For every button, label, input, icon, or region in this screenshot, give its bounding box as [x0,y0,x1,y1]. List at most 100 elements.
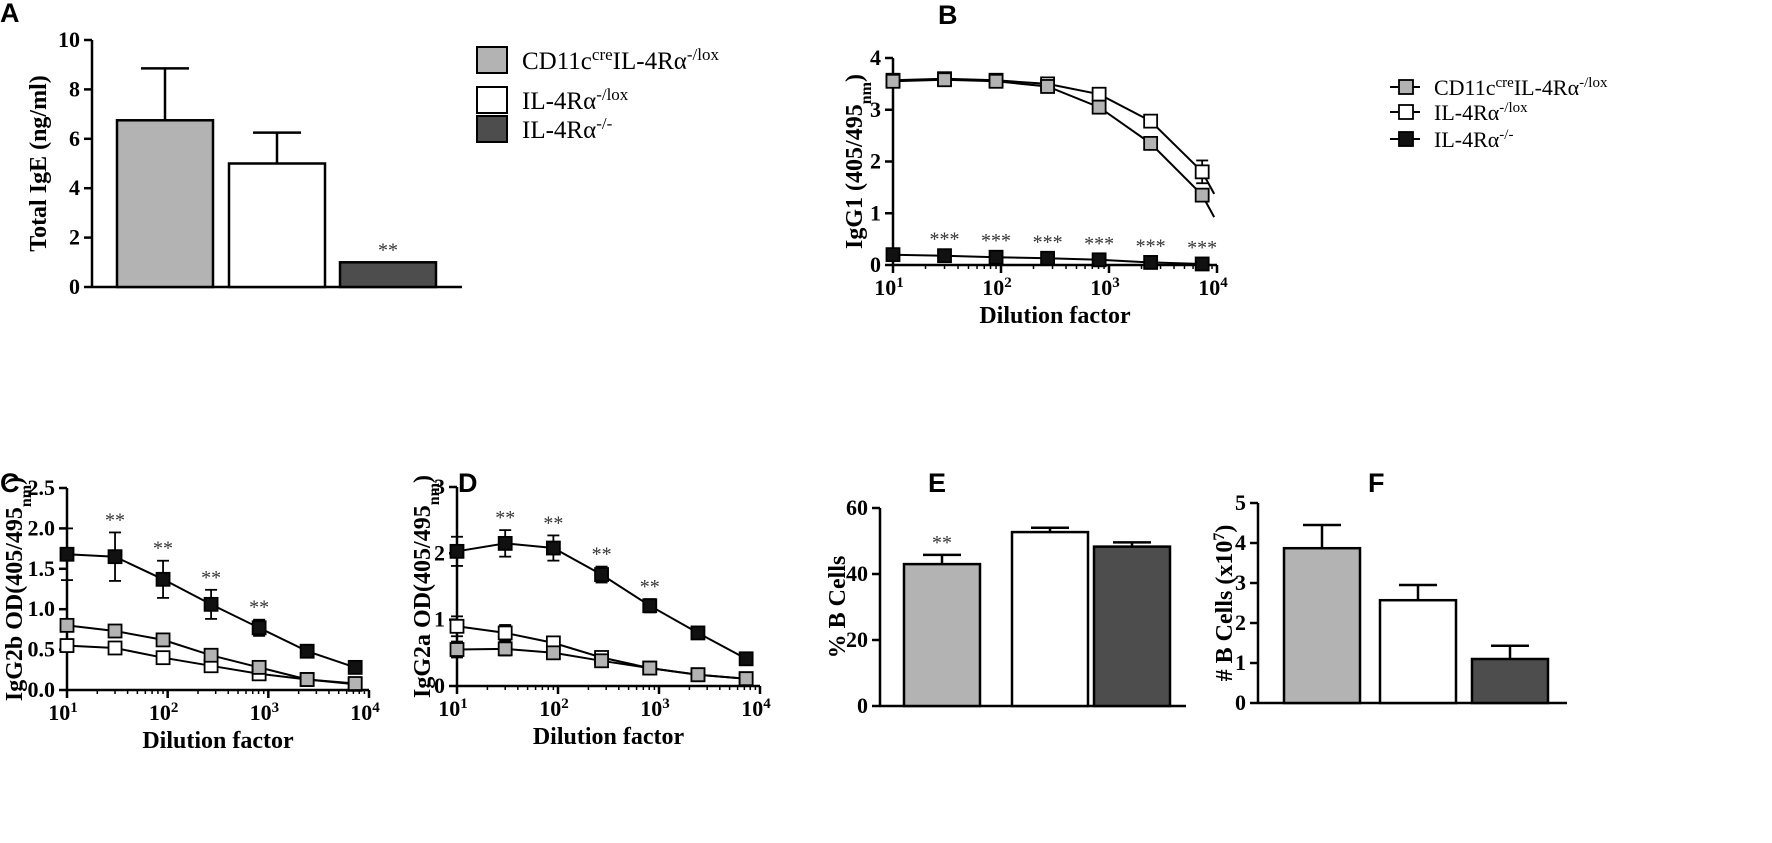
panel-label-b: B [938,0,958,30]
y-axis-label-e: % B Cells [825,556,851,659]
legend-label: CD11ccreIL-4Rα-/lox [1434,75,1608,100]
y-tick-label-d: 3 [434,474,445,499]
data-point-c-s3 [203,596,219,612]
x-tick-label-d: 104 [741,696,771,721]
y-tick-label-f: 1 [1235,650,1246,675]
data-point-d-s3 [738,651,754,667]
significance-b: *** [981,230,1011,252]
y-tick-label-c: 2.5 [28,475,56,500]
y-tick-label-d: 0 [434,673,445,698]
data-point-b-s1 [1143,135,1159,151]
panel-label-a: A [0,0,20,28]
y-tick-label-c: 1.0 [28,596,56,621]
y-tick-label-b: 0 [870,252,881,277]
x-axis-label-d: Dilution factor [533,724,685,750]
legend-swatch-a-1 [476,46,508,74]
legend-swatch-a-2 [476,86,508,114]
data-point-d-s1 [594,653,609,669]
y-tick-label-c: 0.0 [28,677,56,702]
x-tick-label-b: 103 [1090,275,1120,300]
y-tick-label-b: 3 [870,97,881,122]
y-tick-label-f: 0 [1235,690,1246,715]
data-point-d-s2 [449,618,465,634]
significance-a: ** [378,239,398,261]
data-point-c-s3 [155,571,171,587]
x-tick-label-b: 104 [1198,275,1228,300]
x-tick-label-d: 101 [438,696,468,721]
significance-b: *** [1187,237,1217,259]
bar-f-1 [1282,546,1362,705]
data-point-c-s2 [107,640,123,656]
significance-e: ** [932,532,952,554]
data-point-b-s2 [1143,113,1159,129]
significance-d: ** [543,512,563,534]
x-axis-label-b: Dilution factor [979,303,1131,329]
y-tick-label-c: 1.5 [28,556,56,581]
bar-a-2 [227,162,327,289]
bar-a-1 [115,119,215,289]
data-point-d-s1 [642,660,658,676]
x-tick-label-c: 103 [250,700,280,725]
data-point-d-s3 [690,625,706,641]
data-point-c-s1 [251,659,267,675]
x-tick-label-c: 101 [48,700,78,725]
y-axis-label-c: IgG2b OD(405/495nm) [2,477,35,701]
panel-label-c: C [0,468,20,498]
significance-c: ** [153,538,173,560]
y-tick-label-a: 0 [69,274,80,299]
x-tick-label-c: 102 [149,700,179,725]
y-axis-label-a: Total IgE (ng/ml) [26,75,52,251]
legend-swatch-a-3 [476,115,508,143]
data-point-d-s3 [545,540,561,556]
y-axis-label-d: IgG2a OD(405/495nm) [410,475,443,698]
y-axis-label-b: IgG1 (405/495nm) [842,74,875,249]
data-point-d-s3 [642,598,658,614]
y-tick-label-e: 20 [846,627,868,652]
x-tick-label-c: 104 [350,700,380,725]
x-tick-label-d: 103 [640,696,670,721]
significance-d: ** [640,576,660,598]
data-point-d-s1 [497,641,513,657]
data-point-c-s1 [203,647,219,663]
panel-label-e: E [928,468,946,498]
y-tick-label-d: 2 [434,540,445,565]
x-tick-label-d: 102 [539,696,569,721]
data-point-c-s3 [347,659,363,675]
data-point-d-s3 [449,543,465,559]
bar-e-3 [1092,545,1172,708]
data-point-b-s1 [885,73,901,89]
data-point-c-s3 [59,546,75,562]
panel-label-f: F [1368,468,1385,498]
data-point-b-s1 [937,72,952,88]
data-point-d-s1 [690,667,706,683]
data-point-c-s2 [155,650,171,666]
bar-f-2 [1378,598,1458,705]
y-tick-label-a: 2 [69,225,80,250]
data-point-c-s1 [59,617,75,633]
significance-c: ** [201,567,221,589]
legend-label: IL-4Rα-/lox [1434,100,1528,125]
data-point-b-s3 [1143,255,1159,270]
data-point-b-s1 [1091,99,1107,115]
data-point-c-s3 [251,620,267,636]
data-point-c-s3 [299,643,315,659]
data-point-d-s3 [594,567,609,582]
data-point-b-s3 [1091,252,1107,268]
data-point-d-s1 [738,671,754,687]
y-tick-label-b: 4 [870,45,881,70]
significance-d: ** [592,544,612,566]
data-point-b-s2 [1091,86,1107,102]
y-tick-label-c: 2.0 [28,515,56,540]
data-point-b-s1 [988,73,1004,89]
data-point-c-s1 [107,623,123,639]
y-tick-label-f: 4 [1235,530,1246,555]
y-tick-label-a: 4 [69,175,80,200]
data-point-b-s1 [1194,187,1210,203]
data-point-b-s2 [1194,164,1210,180]
legend-label: CD11ccreIL-4Rα-/lox [522,45,719,76]
y-tick-label-d: 1 [434,607,445,632]
